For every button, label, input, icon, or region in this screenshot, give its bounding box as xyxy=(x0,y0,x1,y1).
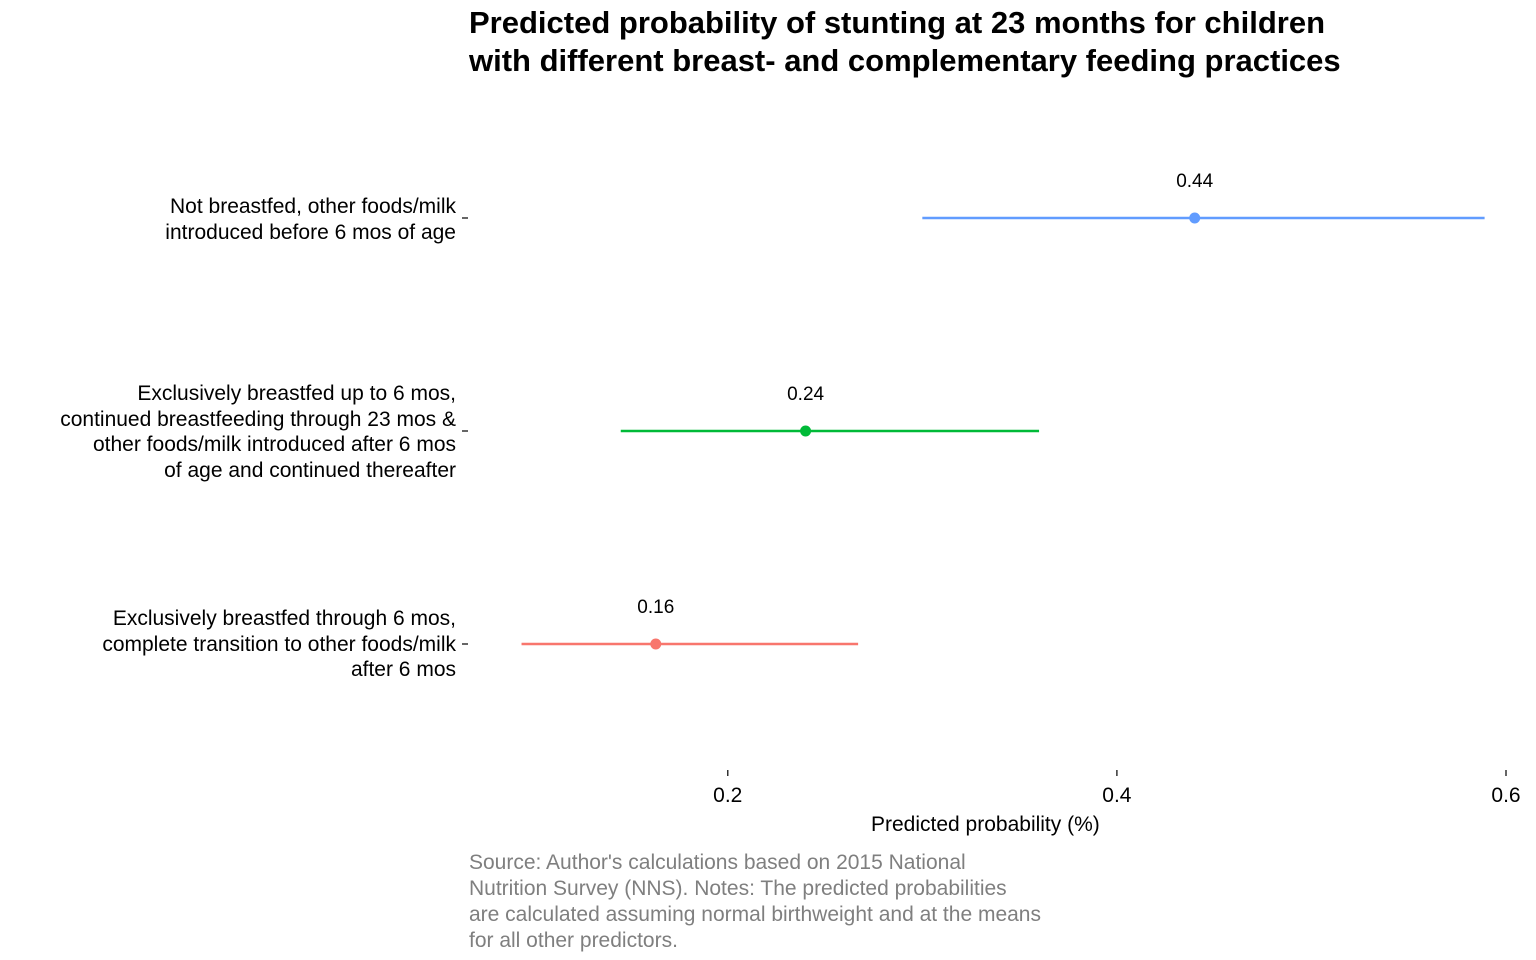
category-label-line: of age and continued thereafter xyxy=(164,458,456,482)
category-label-line: after 6 mos xyxy=(350,658,456,681)
caption-line: Source: Author's calculations based on 2… xyxy=(469,851,966,874)
chart-title-line-2: with different breast- and complementary… xyxy=(469,43,1341,78)
category-label-line: Exclusively breastfed through 6 mos, xyxy=(112,607,456,630)
category-label-line: complete transition to other foods/milk xyxy=(102,632,456,656)
estimate-point xyxy=(1189,212,1201,224)
category-label-complete-transition: Exclusively breastfed through 6 mos, com… xyxy=(102,606,456,683)
x-axis-tick-label: 0.4 xyxy=(1102,784,1132,807)
caption-line: for all other predictors. xyxy=(469,929,678,952)
chart-title-line-1: Predicted probability of stunting at 23 … xyxy=(469,5,1326,40)
x-axis-tick-label: 0.6 xyxy=(1491,784,1520,807)
estimate-point xyxy=(800,425,812,437)
category-label-line: Not breastfed, other foods/milk xyxy=(170,195,456,218)
category-label-line: continued breastfeeding through 23 mos & xyxy=(60,407,456,431)
estimate-point xyxy=(650,638,662,650)
caption-line: Nutrition Survey (NNS). Notes: The predi… xyxy=(469,877,1007,900)
x-axis-tick-label: 0.2 xyxy=(713,784,742,807)
category-label-exclusive-continued: Exclusively breastfed up to 6 mos, conti… xyxy=(60,381,456,483)
category-label-line: other foods/milk introduced after 6 mos xyxy=(92,433,456,456)
estimate-label: 0.44 xyxy=(1176,171,1213,192)
caption-line: are calculated assuming normal birthweig… xyxy=(469,903,1041,926)
estimate-label: 0.24 xyxy=(787,384,824,405)
chart-title: Predicted probability of stunting at 23 … xyxy=(469,4,1529,80)
category-label-not-breastfed: Not breastfed, other foods/milk introduc… xyxy=(165,194,456,245)
category-label-line: Exclusively breastfed up to 6 mos, xyxy=(137,382,456,405)
category-label-line: introduced before 6 mos of age xyxy=(165,220,456,244)
estimate-label: 0.16 xyxy=(637,597,674,618)
x-axis-title: Predicted probability (%) xyxy=(871,813,1100,836)
chart-caption: Source: Author's calculations based on 2… xyxy=(469,850,1149,954)
